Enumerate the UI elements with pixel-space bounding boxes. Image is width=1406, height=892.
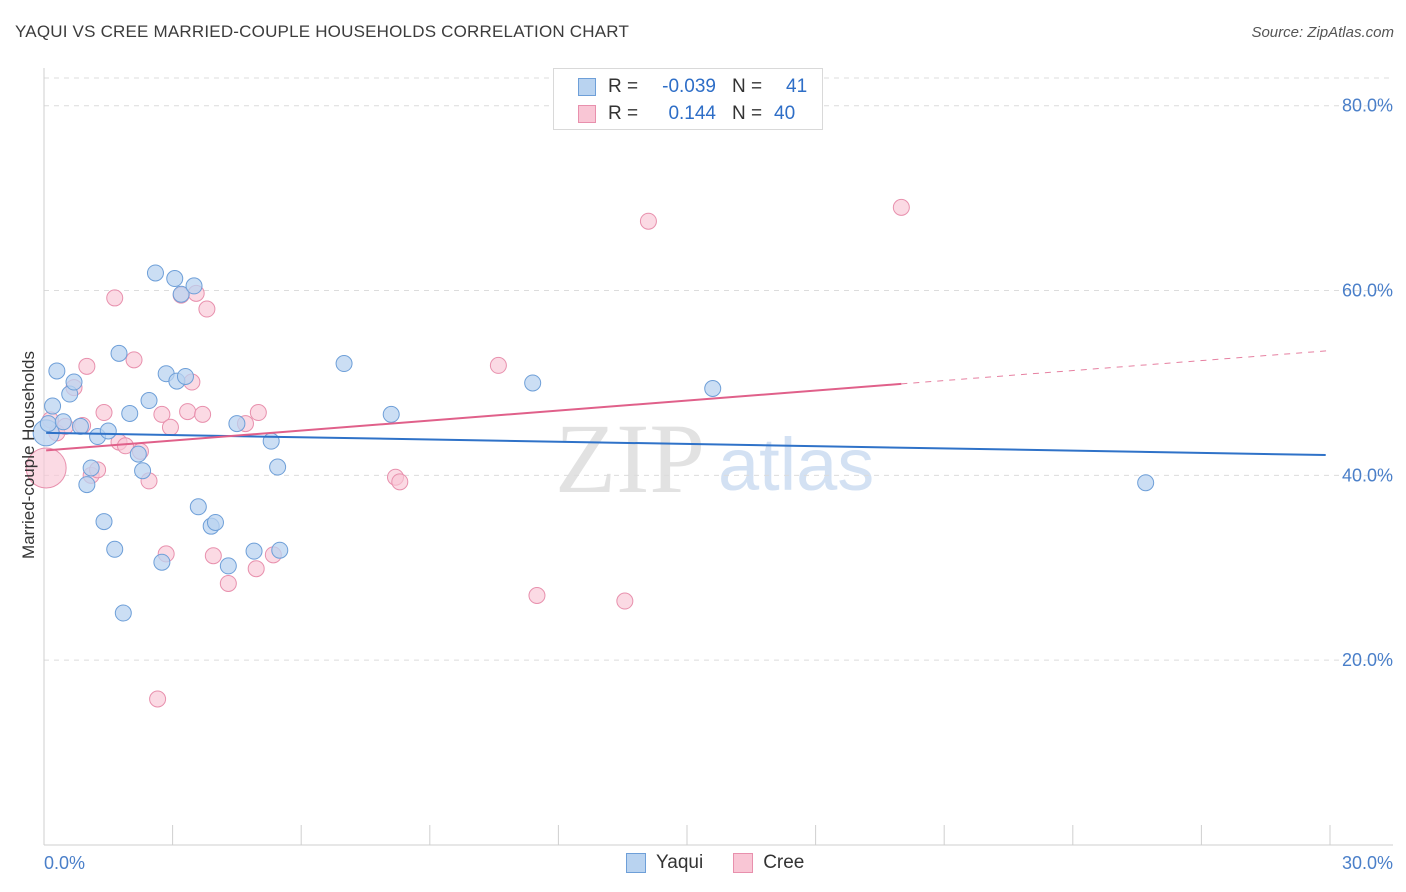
yaqui-point bbox=[146, 264, 164, 282]
yaqui-point bbox=[176, 367, 194, 385]
y-tick-label: 20.0% bbox=[1342, 650, 1393, 670]
yaqui-point bbox=[1137, 474, 1155, 492]
yaqui-point bbox=[44, 397, 62, 415]
series-legend: Yaqui Cree bbox=[626, 852, 834, 874]
yaqui-point bbox=[382, 405, 400, 423]
yaqui-point bbox=[172, 285, 190, 303]
cree-point bbox=[179, 403, 197, 421]
yaqui-point bbox=[245, 542, 263, 560]
r-value: 0.144 bbox=[668, 103, 716, 124]
legend-row-cree: R = 0.144 N = 40 bbox=[578, 102, 795, 126]
yaqui-point bbox=[65, 373, 83, 391]
cree-trend-line bbox=[46, 382, 902, 452]
yaqui-point bbox=[271, 541, 289, 559]
yaqui-point bbox=[39, 415, 57, 433]
y-tick-label: 60.0% bbox=[1342, 281, 1393, 301]
cree-point bbox=[161, 418, 179, 436]
yaqui-point bbox=[78, 476, 96, 494]
x-tick-label: 30.0% bbox=[1342, 853, 1393, 873]
cree-point bbox=[219, 574, 237, 592]
yaqui-point bbox=[153, 553, 171, 571]
n-value: 41 bbox=[786, 76, 808, 97]
yaqui-point bbox=[189, 498, 207, 516]
yaqui-point bbox=[335, 355, 353, 373]
yaqui-point bbox=[71, 417, 89, 435]
y-axis-label: Married-couple Households bbox=[19, 351, 38, 559]
cree-point bbox=[616, 592, 634, 610]
n-value: 40 bbox=[774, 103, 796, 124]
cree-point bbox=[78, 357, 96, 375]
gridlines bbox=[44, 77, 1393, 661]
chart-title: YAQUI VS CREE MARRIED-COUPLE HOUSEHOLDS … bbox=[15, 22, 630, 41]
cree-point bbox=[204, 547, 222, 565]
yaqui-point bbox=[129, 445, 147, 463]
cree-point bbox=[25, 447, 67, 489]
cree-point bbox=[892, 198, 910, 216]
cree-point bbox=[391, 473, 409, 491]
cree-point bbox=[249, 404, 267, 422]
yaqui-point bbox=[134, 462, 152, 480]
cree-point bbox=[528, 586, 546, 604]
cree-point bbox=[247, 560, 265, 578]
y-tick-label: 80.0% bbox=[1342, 96, 1393, 116]
yaqui-point bbox=[206, 513, 224, 531]
cree-point bbox=[153, 405, 171, 423]
yaqui-point bbox=[166, 270, 184, 288]
correlation-legend: R = -0.039 N = 41 R = 0.144 N = 40 bbox=[553, 68, 823, 130]
cree-point bbox=[194, 405, 212, 423]
cree-point bbox=[106, 289, 124, 307]
n-label: N = bbox=[732, 103, 763, 124]
yaqui-swatch bbox=[578, 78, 596, 96]
yaqui-point bbox=[114, 604, 132, 622]
yaqui-point bbox=[99, 422, 117, 440]
n-label: N = bbox=[732, 76, 763, 97]
cree-point bbox=[149, 690, 167, 708]
source-label: Source: ZipAtlas.com bbox=[1251, 24, 1394, 41]
trend-lines bbox=[46, 350, 1331, 457]
cree-legend-swatch bbox=[733, 853, 754, 873]
tick-labels: 20.0% 40.0% 60.0% 80.0% 0.0% 30.0% bbox=[44, 96, 1393, 873]
cree-point bbox=[198, 300, 216, 318]
cree-trend-extension bbox=[901, 350, 1331, 385]
yaqui-point bbox=[106, 540, 124, 558]
yaqui-legend-label: Yaqui bbox=[656, 852, 704, 873]
r-value: -0.039 bbox=[662, 76, 716, 97]
cree-point bbox=[95, 404, 113, 422]
r-label: R = bbox=[608, 103, 639, 124]
yaqui-trend-line bbox=[46, 431, 1326, 457]
yaqui-point bbox=[140, 392, 158, 410]
yaqui-point bbox=[269, 458, 287, 476]
legend-item-yaqui[interactable]: Yaqui bbox=[626, 852, 703, 874]
yaqui-legend-swatch bbox=[626, 853, 646, 873]
yaqui-point bbox=[704, 379, 722, 397]
yaqui-point bbox=[219, 557, 237, 575]
yaqui-point bbox=[121, 404, 139, 422]
yaqui-point bbox=[48, 362, 66, 380]
yaqui-point bbox=[524, 374, 542, 392]
x-tick-label: 0.0% bbox=[44, 853, 85, 873]
cree-legend-label: Cree bbox=[763, 852, 805, 873]
yaqui-point bbox=[54, 413, 72, 431]
watermark-atlas: atlas bbox=[718, 423, 874, 506]
yaqui-point bbox=[110, 344, 128, 362]
yaqui-point bbox=[185, 277, 203, 295]
cree-swatch bbox=[578, 105, 596, 123]
r-label: R = bbox=[608, 76, 639, 97]
legend-item-cree[interactable]: Cree bbox=[733, 852, 804, 874]
yaqui-point bbox=[262, 432, 280, 450]
legend-row-yaqui: R = -0.039 N = 41 bbox=[578, 75, 807, 99]
watermark: ZIP atlas bbox=[555, 403, 874, 514]
yaqui-point bbox=[82, 459, 100, 477]
yaqui-point bbox=[228, 415, 246, 433]
cree-point bbox=[489, 356, 507, 374]
y-tick-label: 40.0% bbox=[1342, 465, 1393, 485]
watermark-zip: ZIP bbox=[555, 403, 705, 514]
cree-point bbox=[639, 212, 657, 230]
cree-point bbox=[125, 351, 143, 369]
yaqui-point bbox=[95, 513, 113, 531]
